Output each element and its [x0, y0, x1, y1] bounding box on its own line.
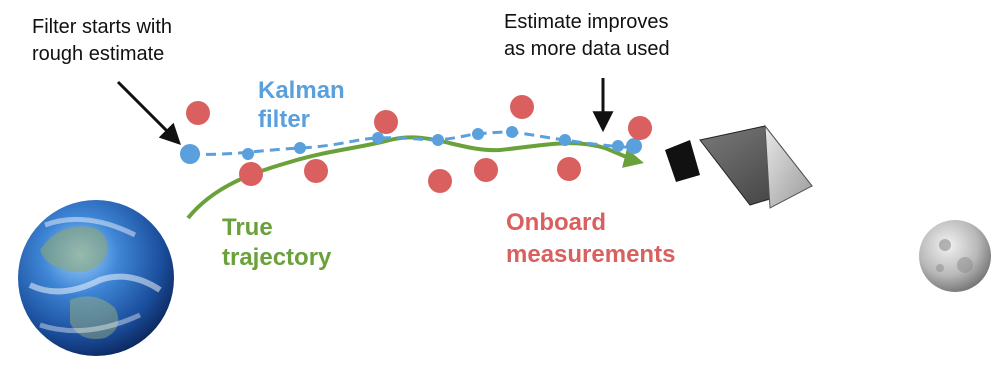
spacecraft-icon: [665, 124, 813, 209]
kalman-point: [432, 134, 444, 146]
kalman-filter-label-line2: filter: [258, 106, 310, 133]
filter-start-annotation-line1: Filter starts with: [32, 16, 172, 38]
filter-start-arrow: [116, 80, 181, 145]
kalman-point: [612, 140, 624, 152]
measurement-point: [557, 157, 581, 181]
onboard-measurement-points: [186, 95, 652, 193]
kalman-point: [242, 148, 254, 160]
moon-icon: [919, 220, 991, 292]
kalman-point: [372, 132, 384, 144]
kalman-estimate-points: [180, 126, 642, 164]
true-trajectory-label-line1: True: [222, 214, 273, 241]
estimate-improves-annotation-line2: as more data used: [504, 38, 670, 60]
onboard-measurements-label-line2: measurements: [506, 241, 675, 268]
kalman-point: [559, 134, 571, 146]
filter-start-annotation-line2: rough estimate: [32, 43, 164, 65]
kalman-end-point: [626, 138, 642, 154]
estimate-improves-annotation-line1: Estimate improves: [504, 11, 669, 33]
kalman-point: [294, 142, 306, 154]
measurement-point: [428, 169, 452, 193]
kalman-point: [506, 126, 518, 138]
measurement-point: [186, 101, 210, 125]
kalman-point: [472, 128, 484, 140]
measurement-point: [239, 162, 263, 186]
true-trajectory-line: [186, 135, 644, 220]
true-trajectory-label-line2: trajectory: [222, 244, 332, 271]
onboard-measurements-label-line1: Onboard: [506, 209, 606, 236]
measurement-point: [474, 158, 498, 182]
measurement-point: [510, 95, 534, 119]
kalman-filter-label-line1: Kalman: [258, 77, 345, 104]
measurement-point: [628, 116, 652, 140]
kalman-start-point: [180, 144, 200, 164]
measurement-point: [374, 110, 398, 134]
measurement-point: [304, 159, 328, 183]
earth-icon: [18, 200, 174, 356]
